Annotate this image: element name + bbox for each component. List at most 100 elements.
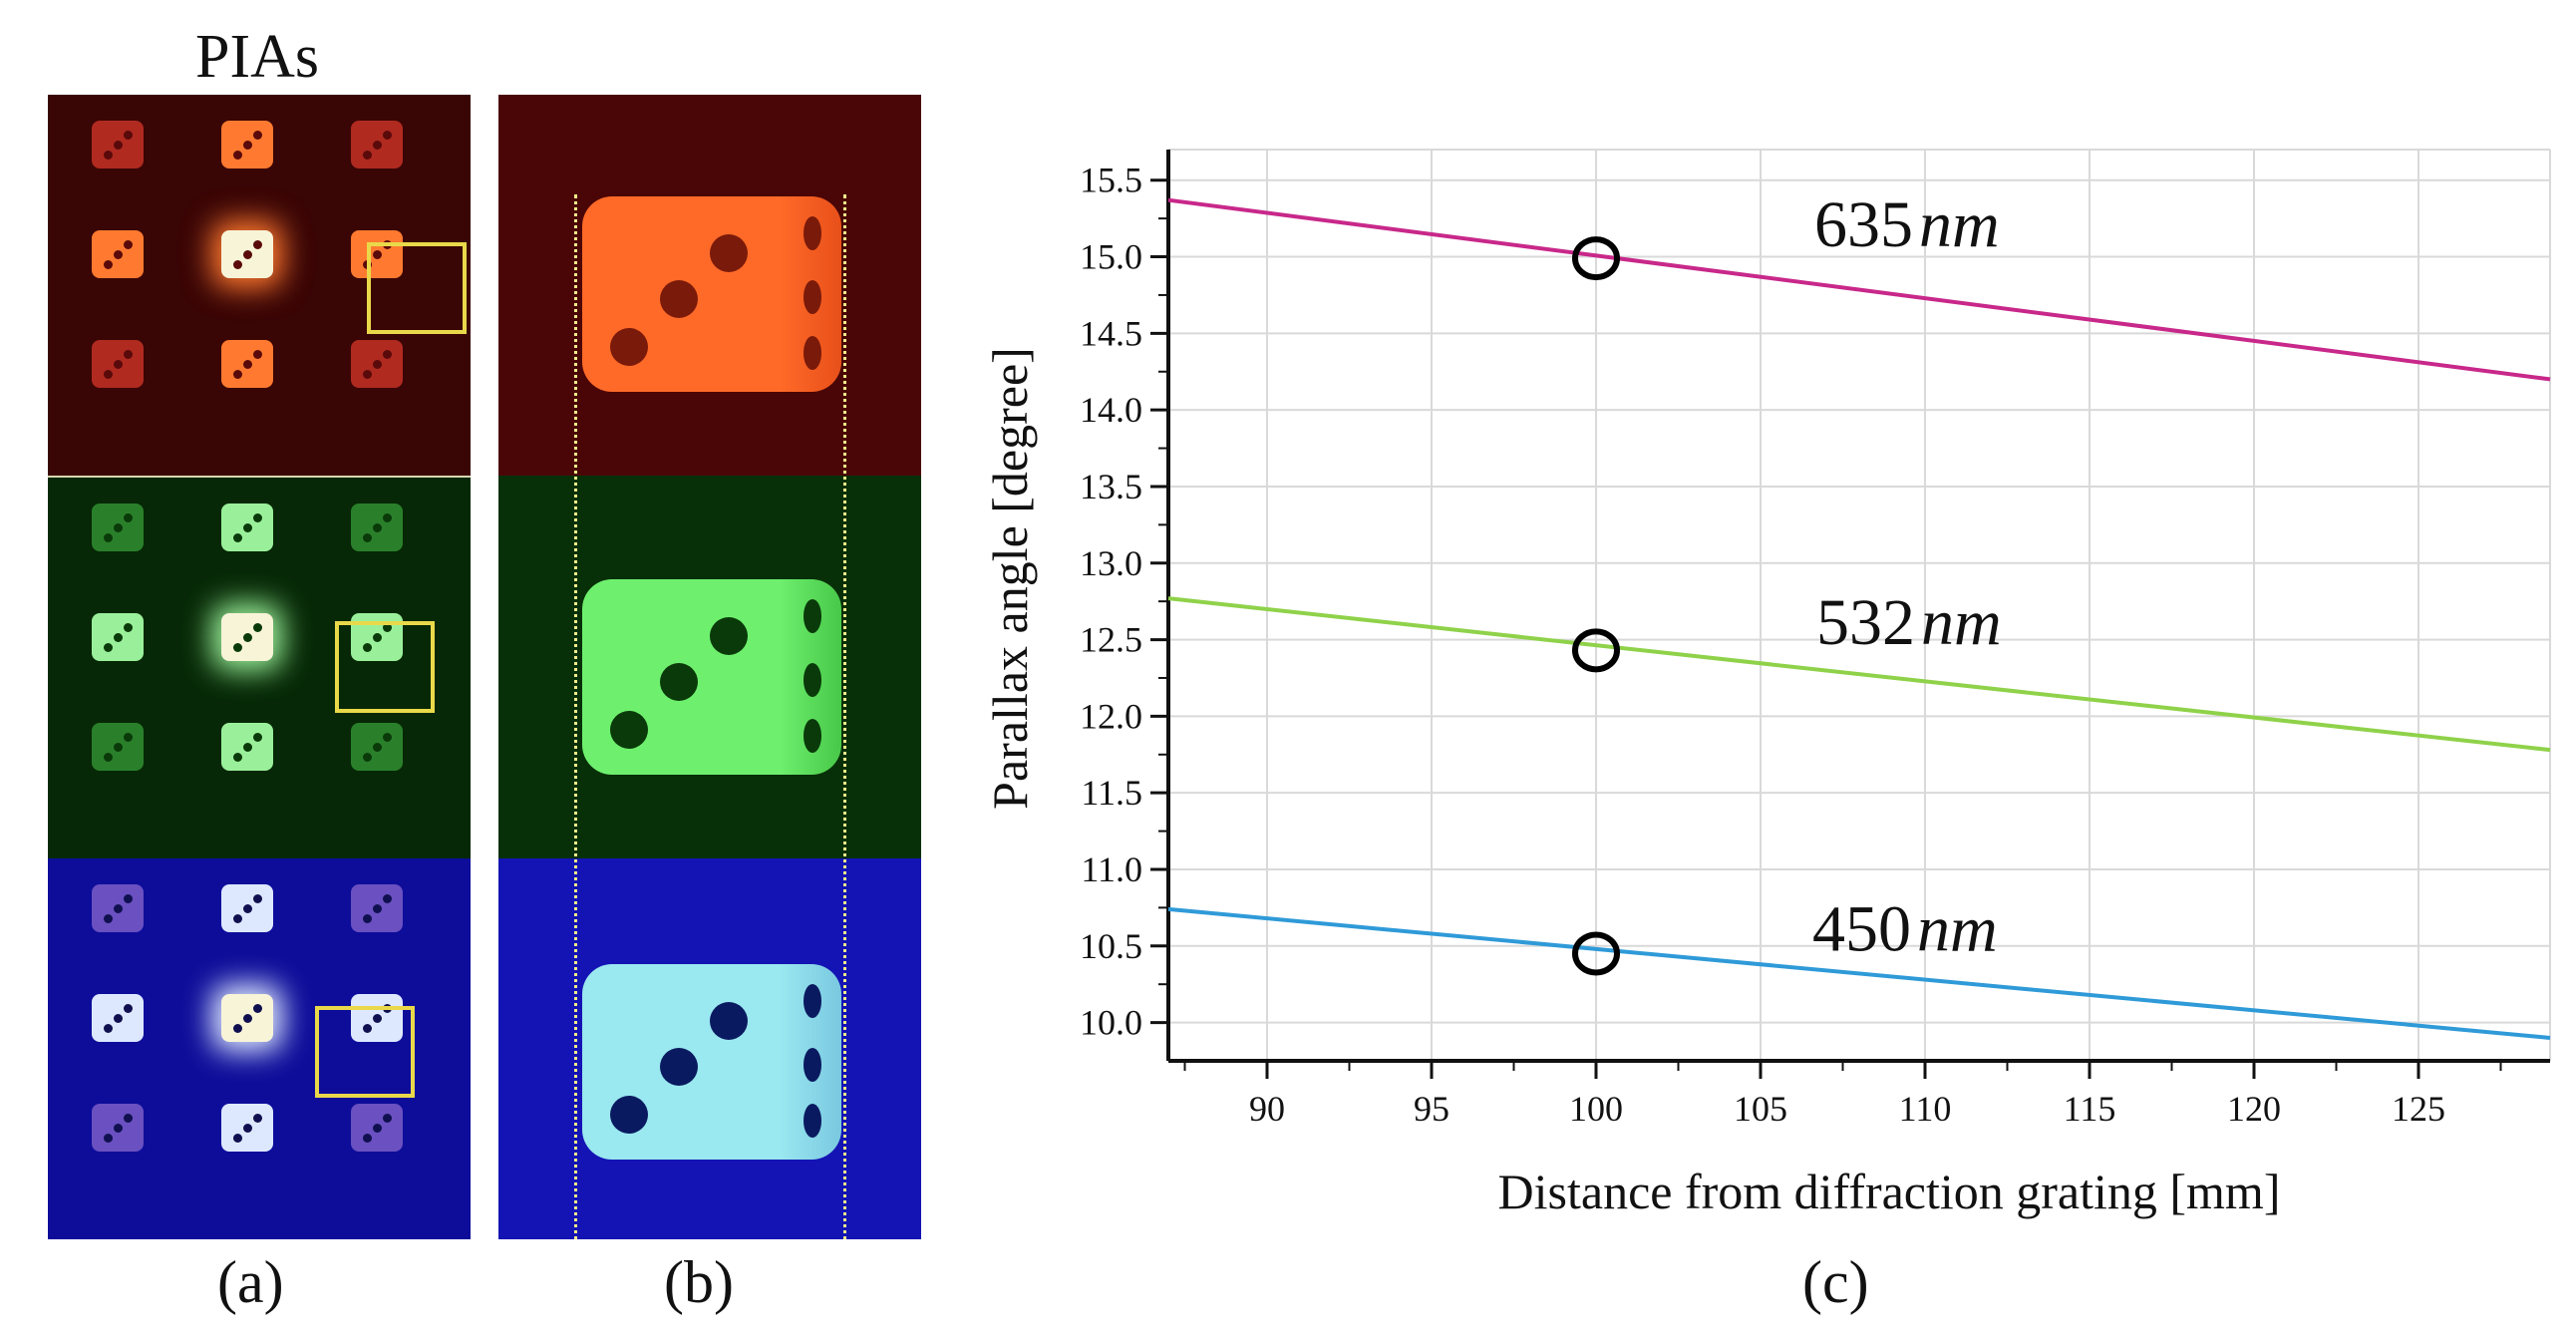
series-label-value: 532 [1816,586,1915,659]
dashed-guide-right [843,194,846,1239]
series-line-450 [1167,906,2551,1040]
x-tick-label: 115 [2064,1089,2116,1129]
pia-die-pip [114,141,123,150]
pia-die [92,1104,144,1152]
cropped-die-pip [610,1096,648,1134]
axes: 10.0 10.5 11.0 11.5 12.0 12.5 13.0 13.5 14.0 14.5… [1080,150,2550,1129]
series-lines [1167,197,2551,1040]
pia-die [92,723,144,771]
pia-die-pip [124,733,133,742]
pia-die [351,884,403,932]
pia-die [221,340,273,388]
pia-die-pip [233,151,242,160]
pia-die [92,121,144,168]
y-tick-label: 15.5 [1080,161,1142,200]
pia-die [221,884,273,932]
pia-die-pip [124,623,133,632]
pia-die-pip [104,1134,113,1143]
pia-die-pip [243,1014,252,1023]
cropped-die-pip [610,711,648,749]
x-tick-label: 90 [1249,1089,1285,1129]
circle-marker [1572,931,1620,976]
series-label-unit: nm [1917,892,1998,965]
pia-die-pip [114,904,123,913]
series-label-value: 635 [1814,188,1913,261]
pia-die-pip [124,350,133,359]
x-tick-label: 110 [1899,1089,1952,1129]
pia-die-pip [253,1004,262,1013]
pia-die-pip [233,1024,242,1033]
highlight-box-red [367,242,467,334]
pia-die [92,504,144,551]
pia-die-pip [124,894,133,903]
pia-die-pip [104,753,113,762]
pia-die [221,723,273,771]
pia-die-pip [114,1124,123,1133]
pia-die [221,1104,273,1152]
pia-die [221,994,273,1042]
pia-die-pip [124,131,133,140]
pia-die-pip [243,523,252,532]
pia-die-pip [363,753,372,762]
cropped-die-pip [660,1048,698,1086]
pia-die-pip [104,260,113,269]
pia-die-pip [383,350,392,359]
pia-die-pip [124,513,133,522]
pia-die-pip [373,360,382,369]
pia-die-pip [243,743,252,752]
pia-die-pip [383,1114,392,1123]
cropped-die [582,579,841,775]
pia-die-pip [243,633,252,642]
y-tick-label: 12.5 [1080,620,1142,660]
pia-die-pip [104,643,113,652]
pia-die-pip [383,623,392,632]
cropped-die [582,964,841,1160]
pia-die [221,504,273,551]
cropped-die-pip [804,984,821,1018]
pia-die [351,1104,403,1152]
pia-die [221,613,273,661]
x-tick-label: 100 [1569,1089,1623,1129]
y-tick-label: 10.0 [1080,1003,1142,1043]
pia-die-pip [114,1014,123,1023]
x-tick-label: 105 [1734,1089,1787,1129]
pia-die [92,613,144,661]
pia-die-pip [363,643,372,652]
pia-die-pip [243,904,252,913]
pia-die-pip [253,894,262,903]
pia-die-pip [363,914,372,923]
circle-marker [1572,628,1620,673]
pia-die-pip [104,151,113,160]
pia-die-pip [114,633,123,642]
x-tick-label: 95 [1414,1089,1449,1129]
pia-die-pip [104,533,113,542]
pia-die-pip [363,151,372,160]
pia-die-pip [363,370,372,379]
pia-die-pip [373,904,382,913]
pia-die-pip [233,914,242,923]
pia-die-pip [253,1114,262,1123]
pia-die-pip [253,240,262,249]
pia-die-pip [373,743,382,752]
pia-die-pip [383,513,392,522]
pia-die-pip [114,523,123,532]
cropped-die-pip [710,1002,748,1040]
pia-die-pip [233,260,242,269]
label-a: (a) [217,1249,284,1315]
pia-die-pip [363,1134,372,1143]
y-tick-label: 14.0 [1080,390,1142,430]
pia-die-pip [233,753,242,762]
pia-die-pip [243,360,252,369]
circle-marker [1572,236,1620,281]
y-tick-label: 13.5 [1080,467,1142,506]
pia-die-pip [253,623,262,632]
y-tick-label: 11.5 [1081,773,1142,813]
y-tick-label: 15.0 [1080,237,1142,277]
grid [1168,149,2551,1061]
pia-die [92,230,144,278]
series-label-unit: nm [1919,188,2000,261]
pia-die [351,340,403,388]
pia-die-pip [233,1134,242,1143]
